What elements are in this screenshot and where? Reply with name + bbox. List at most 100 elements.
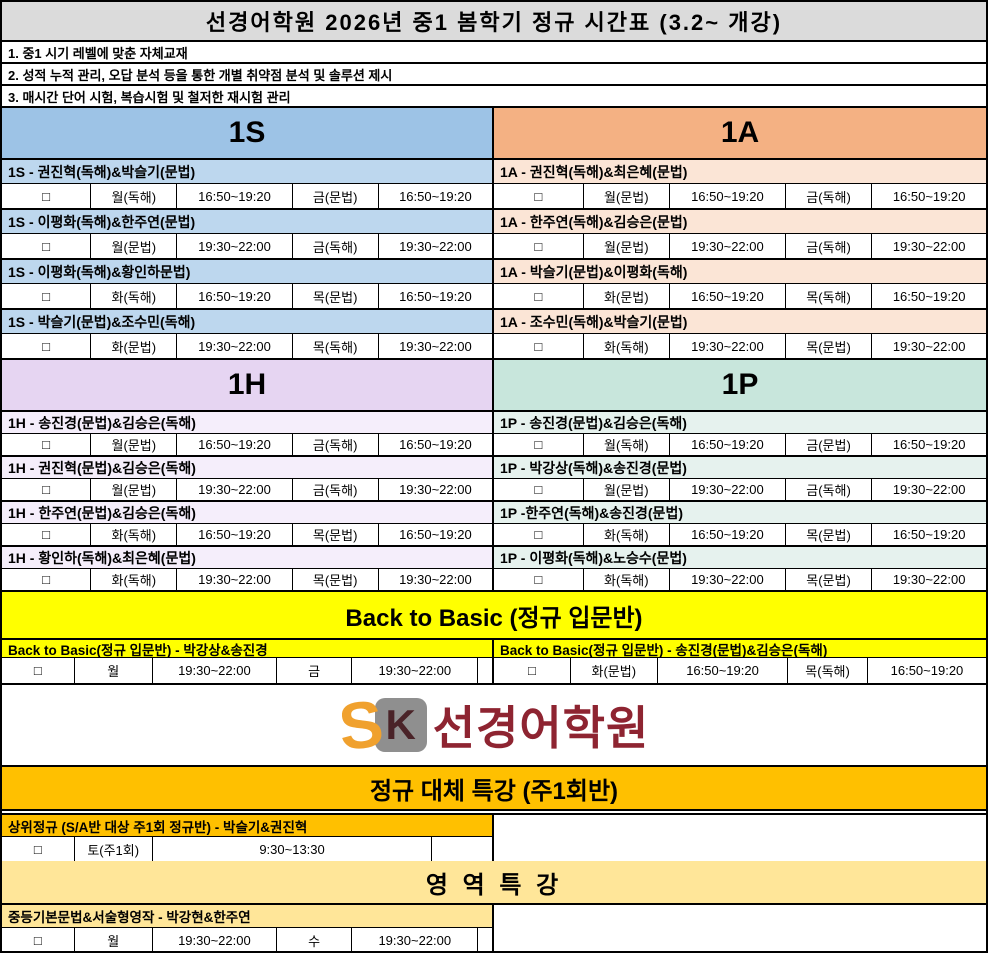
day-cell: 월(문법) <box>583 184 671 208</box>
schedule-row: □ 월(문법) 19:30~22:00 금(독해) 19:30~22:00 <box>494 234 986 260</box>
schedule-row: □ 화(독해) 16:50~19:20 목(문법) 16:50~19:20 <box>494 524 986 547</box>
time-cell: 16:50~19:20 <box>177 284 293 308</box>
class-block: 1A - 박슬기(문법)&이평화(독해) □ 화(문법) 16:50~19:20… <box>494 260 986 310</box>
checkbox-cell[interactable]: □ <box>2 928 75 951</box>
schedule-row: □ 월(문법) 16:50~19:20 금(독해) 16:50~19:20 <box>2 434 492 457</box>
time-cell: 19:30~22:00 <box>872 479 986 500</box>
time-cell: 19:30~22:00 <box>177 569 293 590</box>
class-name-row: 1A - 한주연(독해)&김승은(문법) <box>494 210 986 234</box>
time-cell: 16:50~19:20 <box>872 284 986 308</box>
schedule-row: □ 월(독해) 16:50~19:20 금(문법) 16:50~19:20 <box>2 184 492 210</box>
class-block: 1H - 송진경(문법)&김승은(독해) □ 월(문법) 16:50~19:20… <box>2 412 492 457</box>
class-block: 1S - 이평화(독해)&한주연(문법) □ 월(문법) 19:30~22:00… <box>2 210 492 260</box>
checkbox-cell[interactable]: □ <box>494 284 584 308</box>
time-cell: 16:50~19:20 <box>872 524 986 545</box>
checkbox-cell[interactable]: □ <box>494 658 571 683</box>
class-name-row: 1A - 박슬기(문법)&이평화(독해) <box>494 260 986 284</box>
checkbox-cell[interactable]: □ <box>2 284 92 308</box>
special-area-header: 영 역 특 강 <box>2 861 986 905</box>
divider <box>2 811 986 815</box>
time-cell: 19:30~22:00 <box>378 569 492 590</box>
class-block: 1A - 한주연(독해)&김승은(문법) □ 월(문법) 19:30~22:00… <box>494 210 986 260</box>
schedule-row: □ 화(문법) 16:50~19:20 목(독해) 16:50~19:20 <box>494 284 986 310</box>
logo-k-icon: K <box>374 698 427 752</box>
day-cell: 금(독해) <box>785 234 873 258</box>
level-section-1h: 1H 1H - 송진경(문법)&김승은(독해) □ 월(문법) 16:50~19… <box>2 360 494 592</box>
day-cell: 화(문법) <box>570 658 658 683</box>
time-cell: 16:50~19:20 <box>670 434 786 455</box>
checkbox-cell[interactable]: □ <box>494 334 584 358</box>
day-cell: 목(문법) <box>785 569 873 590</box>
schedule-row: □ 월(독해) 16:50~19:20 금(문법) 16:50~19:20 <box>494 434 986 457</box>
day-cell: 화(독해) <box>583 334 671 358</box>
schedule-row: □ 화(독해) 16:50~19:20 목(문법) 16:50~19:20 <box>2 284 492 310</box>
logo-band: S K 선경어학원 <box>2 685 986 767</box>
day-cell: 월(독해) <box>583 434 671 455</box>
time-cell: 16:50~19:20 <box>378 524 492 545</box>
checkbox-cell[interactable]: □ <box>2 184 92 208</box>
class-name-row: 1S - 권진혁(독해)&박슬기(문법) <box>2 160 492 184</box>
class-block: 1P - 이평화(독해)&노승수(문법) □ 화(독해) 19:30~22:00… <box>494 547 986 592</box>
class-name-row: 1P - 송진경(문법)&김승은(독해) <box>494 412 986 434</box>
level-section-1a: 1A 1A - 권진혁(독해)&최은혜(문법) □ 월(문법) 16:50~19… <box>494 108 986 360</box>
checkbox-cell[interactable]: □ <box>2 334 92 358</box>
day-cell: 화(문법) <box>583 284 671 308</box>
checkbox-cell[interactable]: □ <box>2 234 92 258</box>
special-weekly-left: 상위정규 (S/A반 대상 주1회 정규반) - 박슬기&권진혁 □ 토(주1회… <box>2 815 494 861</box>
day-cell: 월(문법) <box>583 234 671 258</box>
class-block: 1H - 한주연(문법)&김승은(독해) □ 화(독해) 16:50~19:20… <box>2 502 492 547</box>
class-block: 1H - 권진혁(문법)&김승은(독해) □ 월(문법) 19:30~22:00… <box>2 457 492 502</box>
class-block: 1H - 황인하(독해)&최은혜(문법) □ 화(독해) 19:30~22:00… <box>2 547 492 592</box>
empty-area <box>494 905 986 951</box>
note-line-3: 3. 매시간 단어 시험, 복습시험 및 철저한 재시험 관리 <box>2 86 986 108</box>
checkbox-cell[interactable]: □ <box>2 837 75 861</box>
time-cell: 16:50~19:20 <box>867 658 986 683</box>
checkbox-cell[interactable]: □ <box>2 524 92 545</box>
schedule-row: □ 월(문법) 19:30~22:00 금(독해) 19:30~22:00 <box>2 479 492 502</box>
checkbox-cell[interactable]: □ <box>2 569 92 590</box>
checkbox-cell[interactable]: □ <box>494 479 584 500</box>
day-cell: 금(독해) <box>292 234 379 258</box>
page-title: 선경어학원 2026년 중1 봄학기 정규 시간표 (3.2~ 개강) <box>2 2 986 42</box>
class-name-row: 1A - 권진혁(독해)&최은혜(문법) <box>494 160 986 184</box>
checkbox-cell[interactable]: □ <box>494 434 584 455</box>
checkbox-cell[interactable]: □ <box>494 569 584 590</box>
time-cell: 19:30~22:00 <box>378 234 492 258</box>
checkbox-cell[interactable]: □ <box>2 479 92 500</box>
day-cell: 토(주1회) <box>74 837 153 861</box>
note-line-1: 1. 중1 시기 레벨에 맞춘 자체교재 <box>2 42 986 64</box>
checkbox-cell[interactable]: □ <box>2 658 75 683</box>
class-name-row: 상위정규 (S/A반 대상 주1회 정규반) - 박슬기&권진혁 <box>2 815 492 837</box>
day-cell: 금(독해) <box>292 479 379 500</box>
time-cell: 19:30~22:00 <box>872 569 986 590</box>
time-cell: 16:50~19:20 <box>872 434 986 455</box>
time-cell: 16:50~19:20 <box>670 524 786 545</box>
class-name-row: 1P -한주연(독해)&송진경(문법) <box>494 502 986 524</box>
special-weekly-body: 상위정규 (S/A반 대상 주1회 정규반) - 박슬기&권진혁 □ 토(주1회… <box>2 815 986 861</box>
day-cell: 금(문법) <box>785 434 873 455</box>
checkbox-cell[interactable]: □ <box>2 434 92 455</box>
time-cell: 16:50~19:20 <box>378 434 492 455</box>
checkbox-cell[interactable]: □ <box>494 184 584 208</box>
class-name-row: 1H - 황인하(독해)&최은혜(문법) <box>2 547 492 569</box>
checkbox-cell[interactable]: □ <box>494 524 584 545</box>
day-cell: 수 <box>276 928 353 951</box>
back-to-basic-header: Back to Basic (정규 입문반) <box>2 592 986 640</box>
schedule-row: □ 화(독해) 19:30~22:00 목(문법) 19:30~22:00 <box>494 569 986 592</box>
day-cell: 월 <box>74 658 153 683</box>
time-cell: 19:30~22:00 <box>177 479 293 500</box>
schedule-row: □ 화(독해) 16:50~19:20 목(문법) 16:50~19:20 <box>2 524 492 547</box>
schedule-row: □ 화(문법) 16:50~19:20 목(독해) 16:50~19:20 <box>494 658 986 683</box>
day-cell: 월(문법) <box>91 479 178 500</box>
time-cell: 16:50~19:20 <box>657 658 789 683</box>
class-name-row: 1S - 이평화(독해)&한주연(문법) <box>2 210 492 234</box>
time-cell: 16:50~19:20 <box>872 184 986 208</box>
time-cell: 19:30~22:00 <box>177 234 293 258</box>
time-cell: 16:50~19:20 <box>177 434 293 455</box>
checkbox-cell[interactable]: □ <box>494 234 584 258</box>
day-cell: 월 <box>74 928 153 951</box>
time-cell: 16:50~19:20 <box>378 184 492 208</box>
day-cell: 금(독해) <box>785 184 873 208</box>
class-name-row: 1P - 이평화(독해)&노승수(문법) <box>494 547 986 569</box>
note-line-2: 2. 성적 누적 관리, 오답 분석 등을 통한 개별 취약점 분석 및 솔루션… <box>2 64 986 86</box>
